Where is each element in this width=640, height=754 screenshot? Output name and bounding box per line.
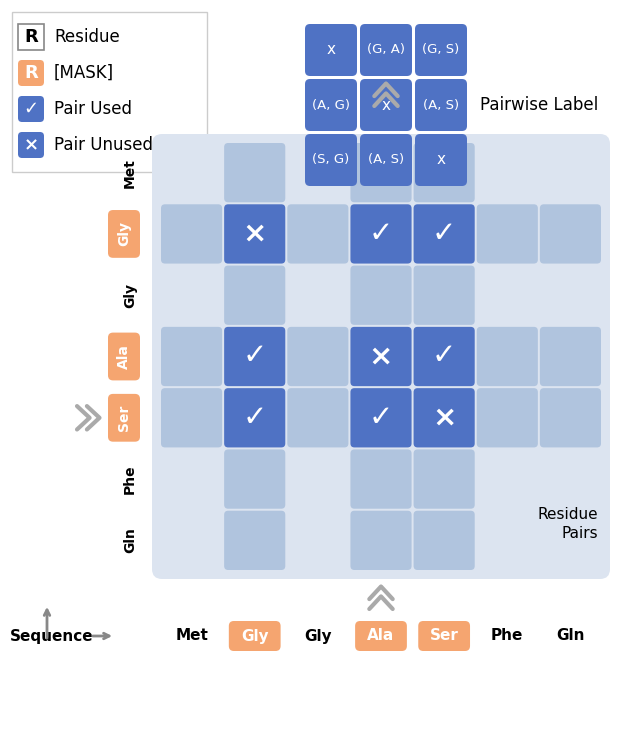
FancyBboxPatch shape (108, 333, 140, 381)
FancyBboxPatch shape (540, 326, 601, 386)
Text: (G, S): (G, S) (422, 44, 460, 57)
FancyBboxPatch shape (413, 388, 475, 447)
Text: x: x (326, 42, 335, 57)
Text: R: R (24, 28, 38, 46)
Text: Ser: Ser (429, 629, 459, 643)
Text: ✓: ✓ (432, 220, 456, 248)
Text: x: x (381, 97, 390, 112)
FancyBboxPatch shape (415, 79, 467, 131)
FancyBboxPatch shape (413, 449, 475, 509)
FancyBboxPatch shape (18, 132, 44, 158)
FancyBboxPatch shape (351, 449, 412, 509)
Text: ×: × (432, 404, 456, 432)
FancyBboxPatch shape (224, 143, 285, 202)
Text: (A, S): (A, S) (423, 99, 459, 112)
Text: Gly: Gly (304, 629, 332, 643)
Text: Gly: Gly (241, 629, 269, 643)
FancyBboxPatch shape (108, 210, 140, 258)
Text: ✓: ✓ (369, 404, 393, 432)
Text: ✓: ✓ (24, 100, 38, 118)
Text: [MASK]: [MASK] (54, 64, 114, 82)
FancyBboxPatch shape (360, 134, 412, 186)
Text: (A, S): (A, S) (368, 154, 404, 167)
FancyBboxPatch shape (415, 24, 467, 76)
FancyBboxPatch shape (413, 143, 475, 202)
Text: Ser: Ser (117, 405, 131, 431)
FancyBboxPatch shape (413, 265, 475, 325)
FancyBboxPatch shape (305, 24, 357, 76)
FancyBboxPatch shape (18, 96, 44, 122)
FancyBboxPatch shape (229, 621, 280, 651)
FancyBboxPatch shape (18, 60, 44, 86)
Text: Gln: Gln (556, 629, 585, 643)
FancyBboxPatch shape (413, 510, 475, 570)
FancyBboxPatch shape (152, 134, 610, 579)
FancyBboxPatch shape (287, 204, 348, 264)
Text: Residue: Residue (54, 28, 120, 46)
Text: Residue
Pairs: Residue Pairs (538, 507, 598, 541)
Text: ×: × (369, 342, 393, 370)
Text: Ala: Ala (367, 629, 395, 643)
Text: (A, G): (A, G) (312, 99, 350, 112)
FancyBboxPatch shape (224, 510, 285, 570)
Text: Ala: Ala (117, 344, 131, 369)
FancyBboxPatch shape (305, 134, 357, 186)
FancyBboxPatch shape (224, 326, 285, 386)
Bar (18, 24, 44, 50)
Text: ✓: ✓ (243, 342, 267, 370)
FancyBboxPatch shape (540, 388, 601, 447)
Text: Phe: Phe (123, 464, 137, 494)
Text: (S, G): (S, G) (312, 154, 349, 167)
Text: (G, A): (G, A) (367, 44, 405, 57)
Text: x: x (436, 152, 445, 167)
FancyBboxPatch shape (477, 326, 538, 386)
Text: ×: × (24, 136, 38, 154)
FancyBboxPatch shape (540, 204, 601, 264)
FancyBboxPatch shape (477, 204, 538, 264)
Text: Phe: Phe (491, 629, 524, 643)
FancyBboxPatch shape (351, 265, 412, 325)
FancyBboxPatch shape (413, 204, 475, 264)
FancyBboxPatch shape (224, 204, 285, 264)
FancyBboxPatch shape (161, 204, 222, 264)
Text: Met: Met (123, 158, 137, 188)
Text: ×: × (243, 220, 267, 248)
FancyBboxPatch shape (287, 388, 348, 447)
Text: Pairwise Label: Pairwise Label (480, 96, 598, 114)
FancyBboxPatch shape (287, 326, 348, 386)
FancyBboxPatch shape (351, 143, 412, 202)
FancyBboxPatch shape (108, 394, 140, 442)
FancyBboxPatch shape (360, 24, 412, 76)
FancyBboxPatch shape (305, 79, 357, 131)
FancyBboxPatch shape (161, 326, 222, 386)
Text: Gly: Gly (117, 222, 131, 247)
FancyBboxPatch shape (351, 510, 412, 570)
Text: Met: Met (175, 629, 208, 643)
FancyBboxPatch shape (161, 388, 222, 447)
FancyBboxPatch shape (413, 326, 475, 386)
Text: Sequence: Sequence (10, 629, 93, 643)
FancyBboxPatch shape (419, 621, 470, 651)
Text: R: R (24, 64, 38, 82)
FancyBboxPatch shape (360, 79, 412, 131)
FancyBboxPatch shape (224, 265, 285, 325)
Text: Pair Unused: Pair Unused (54, 136, 153, 154)
FancyBboxPatch shape (355, 621, 407, 651)
Text: ✓: ✓ (369, 220, 393, 248)
Text: Gly: Gly (123, 283, 137, 308)
Bar (12, 12, 207, 172)
FancyBboxPatch shape (351, 388, 412, 447)
Text: ✓: ✓ (243, 404, 267, 432)
FancyBboxPatch shape (415, 134, 467, 186)
FancyBboxPatch shape (351, 204, 412, 264)
Text: Pair Used: Pair Used (54, 100, 132, 118)
FancyBboxPatch shape (477, 388, 538, 447)
FancyBboxPatch shape (224, 449, 285, 509)
Text: ✓: ✓ (432, 342, 456, 370)
Text: Gln: Gln (123, 527, 137, 553)
FancyBboxPatch shape (351, 326, 412, 386)
FancyBboxPatch shape (224, 388, 285, 447)
